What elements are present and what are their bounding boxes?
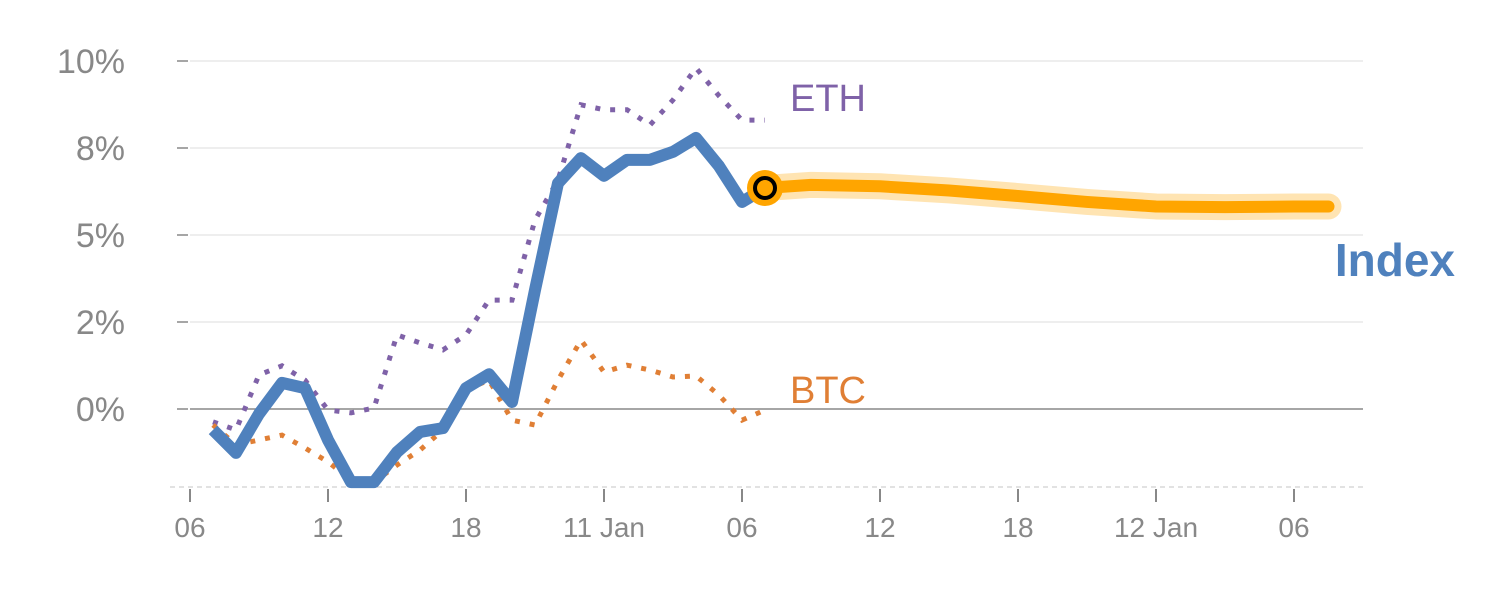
series-index-line [208, 131, 769, 489]
y-tick-label: 8% [76, 130, 125, 168]
x-tick-label: 12 [312, 512, 343, 543]
forecast-line [759, 178, 1335, 214]
series-label-eth: ETH [790, 78, 866, 120]
series-label-btc: BTC [790, 370, 866, 412]
y-tick-label: 10% [57, 43, 125, 81]
x-axis: 06 12 18 11 Jan 06 12 18 12 Jan 06 [174, 489, 1310, 543]
series-eth-line [212, 63, 765, 434]
x-tick-label: 11 Jan [563, 512, 645, 543]
y-tick-label: 0% [76, 391, 125, 429]
series-btc-line [211, 335, 767, 485]
x-tick-label: 06 [726, 512, 757, 543]
x-tick-label: 18 [1002, 512, 1033, 543]
y-tick-label: 2% [76, 304, 125, 342]
current-point-dot [753, 176, 777, 201]
y-tick-label: 5% [76, 217, 125, 255]
series-label-index: Index [1335, 234, 1456, 286]
y-axis: 0% 2% 5% 8% 10% [57, 43, 188, 429]
x-tick-label: 06 [1278, 512, 1309, 543]
x-tick-label: 06 [174, 512, 205, 543]
x-tick-label: 12 [864, 512, 895, 543]
x-tick-label: 12 Jan [1114, 512, 1198, 543]
x-tick-label: 18 [450, 512, 481, 543]
gridlines [170, 60, 1363, 488]
series-lines [208, 63, 1342, 489]
